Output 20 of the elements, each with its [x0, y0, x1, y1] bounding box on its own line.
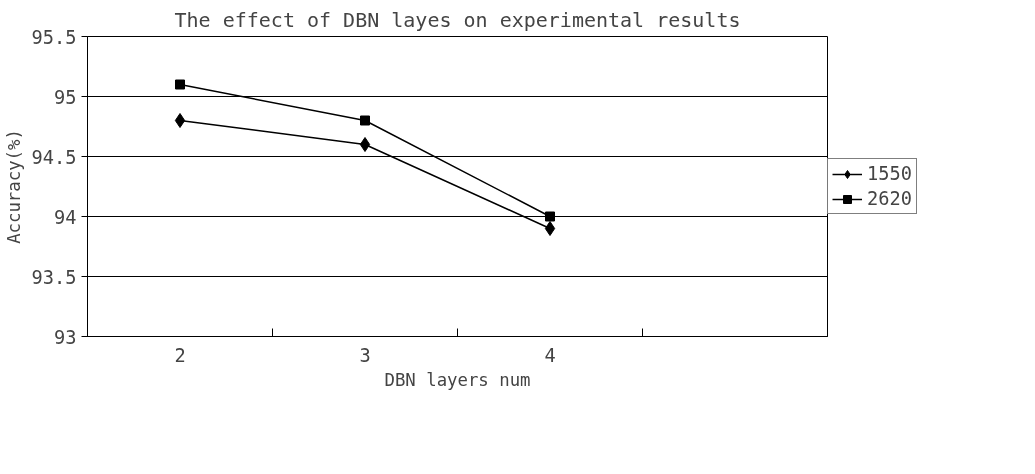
- point: [174, 113, 186, 128]
- point: [175, 79, 185, 90]
- y-tick-label: 95: [54, 86, 77, 108]
- x-tick-label: 2: [174, 344, 186, 366]
- y-tick-label: 94: [54, 206, 77, 228]
- x-axis-title: DBN layers num: [384, 369, 531, 390]
- point: [545, 211, 555, 222]
- point: [544, 221, 556, 236]
- legend-label: 1550: [867, 163, 912, 184]
- legend-label: 2620: [867, 188, 912, 209]
- point: [360, 115, 370, 126]
- y-tick-label: 95.5: [31, 26, 77, 48]
- y-axis-title: Accuracy(%): [3, 129, 24, 244]
- x-tick-label: 4: [544, 344, 556, 366]
- x-tick-label: 3: [359, 344, 371, 366]
- point: [359, 137, 371, 152]
- y-tick-label: 93: [54, 326, 77, 348]
- y-tick-label: 94.5: [31, 146, 77, 168]
- chart-title: The effect of DBN layes on experimental results: [174, 7, 741, 32]
- y-tick-label: 93.5: [31, 266, 77, 288]
